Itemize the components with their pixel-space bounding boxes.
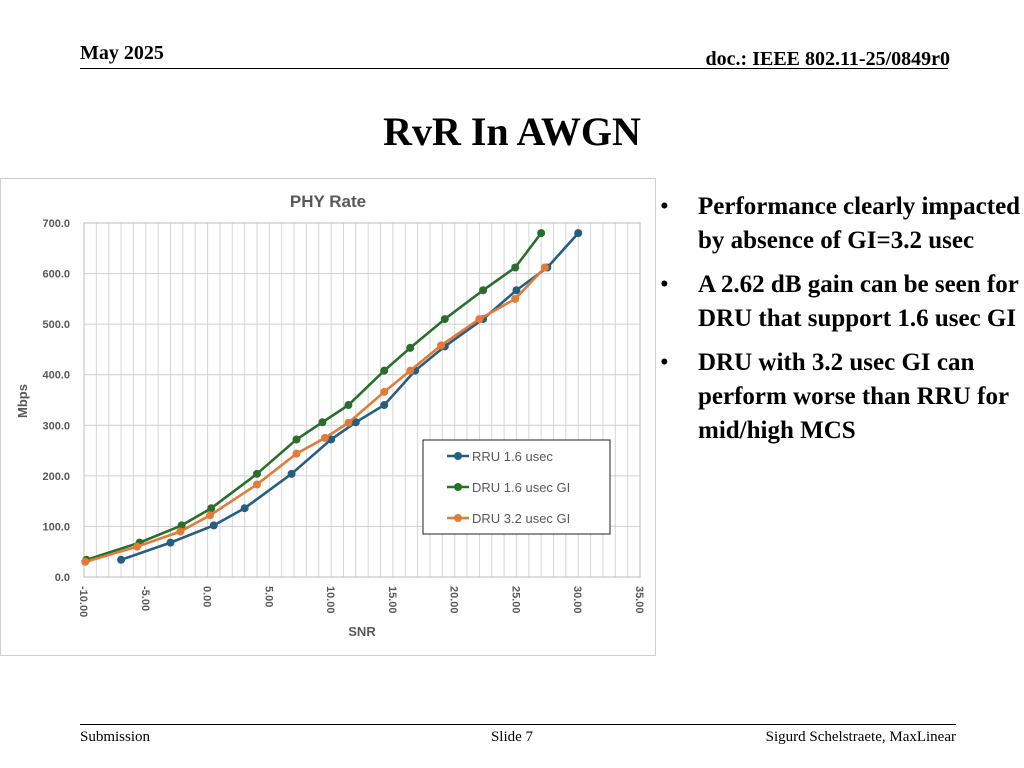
x-axis-label: SNR <box>348 624 376 639</box>
chart-svg: PHY Rate 0.0 100.0 200.0 300.0 400.0 500.0 600… <box>0 178 656 656</box>
y-tick-label: 400.0 <box>42 370 70 382</box>
series-line <box>86 232 543 562</box>
chart-tick-labels: 0.0 100.0 200.0 300.0 400.0 500.0 600.0 700.0 -1… <box>42 218 645 617</box>
y-tick-label: 200.0 <box>42 471 70 483</box>
bullet-text: Performance clearly impacted by absence … <box>698 193 1021 254</box>
data-point <box>380 387 389 396</box>
x-tick-label: 5.00 <box>262 586 274 607</box>
series-group <box>82 229 546 564</box>
footer-submission: Submission <box>80 729 151 745</box>
data-point <box>292 449 301 458</box>
data-point <box>380 401 389 410</box>
x-tick-label: 15.00 <box>386 586 398 614</box>
bullet-text: DRU with 3.2 usec GI can perform worse t… <box>698 349 1009 444</box>
series-line <box>84 266 546 564</box>
legend-swatch-marker <box>454 452 462 460</box>
data-point <box>166 538 175 547</box>
data-point <box>252 469 261 478</box>
chart-title: PHY Rate <box>290 192 366 211</box>
data-point <box>380 366 389 375</box>
header-rule <box>80 68 948 69</box>
bullet-item: • DRU with 3.2 usec GI can perform worse … <box>660 346 1024 448</box>
data-point <box>292 435 301 444</box>
data-point <box>207 504 216 513</box>
data-point <box>479 286 488 295</box>
y-tick-label: 500.0 <box>42 319 70 331</box>
x-tick-label: 20.00 <box>448 586 460 614</box>
bullet-marker: • <box>660 349 669 376</box>
x-tick-label: -10.00 <box>77 586 89 617</box>
data-point <box>177 521 186 530</box>
data-point <box>475 315 484 324</box>
data-point <box>81 557 90 566</box>
data-point <box>327 435 336 444</box>
plot-area-border <box>83 222 641 578</box>
legend-label: RRU 1.6 usec <box>472 449 553 464</box>
x-tick-label: 25.00 <box>509 586 521 614</box>
x-tick-label: 30.00 <box>571 586 583 614</box>
x-tick-label: 0.00 <box>201 586 213 607</box>
data-point <box>206 511 215 520</box>
y-tick-label: 600.0 <box>42 269 70 281</box>
data-point <box>511 294 520 303</box>
legend-swatch-marker <box>454 514 462 522</box>
series-line <box>120 232 580 562</box>
data-point <box>320 433 329 442</box>
legend-swatch-marker <box>454 483 462 491</box>
phy-rate-chart: PHY Rate 0.0 100.0 200.0 300.0 400.0 500.0 600… <box>0 178 656 656</box>
data-point <box>209 521 218 530</box>
header-date: May 2025 <box>80 42 164 64</box>
data-point <box>574 229 583 238</box>
x-tick-label: 10.00 <box>324 586 336 614</box>
data-point <box>440 315 449 324</box>
y-tick-label: 300.0 <box>42 420 70 432</box>
x-tick-label: 35.00 <box>633 586 645 614</box>
legend-label: DRU 1.6 usec GI <box>472 480 570 495</box>
bullet-item: • A 2.62 dB gain can be seen for DRU that… <box>660 268 1024 336</box>
y-tick-label: 700.0 <box>42 218 70 230</box>
data-point <box>437 341 446 350</box>
data-point <box>351 418 360 427</box>
slide-title: RvR In AWGN <box>383 109 641 154</box>
data-point <box>511 263 520 272</box>
data-point <box>117 555 126 564</box>
footer-author: Sigurd Schelstraete, MaxLinear <box>765 729 956 745</box>
footer-rule <box>80 724 956 725</box>
y-tick-label: 100.0 <box>42 521 70 533</box>
bullet-item: • Performance clearly impacted by absence… <box>660 190 1024 258</box>
legend-label: DRU 3.2 usec GI <box>472 511 570 526</box>
data-point <box>176 527 185 536</box>
data-point <box>344 401 353 410</box>
data-point <box>406 366 415 375</box>
chart-series <box>81 229 583 566</box>
data-point <box>406 343 415 352</box>
header-doc-id: doc.: IEEE 802.11-25/0849r0 <box>705 48 950 70</box>
series-group <box>81 263 549 566</box>
data-point <box>344 418 353 427</box>
y-axis-label: Mbps <box>15 384 30 418</box>
data-point <box>252 480 261 489</box>
bullet-marker: • <box>660 193 669 220</box>
chart-legend: RRU 1.6 usec DRU 1.6 usec GI DRU 3.2 usec … <box>422 439 611 535</box>
data-point <box>318 418 327 427</box>
chart-frame <box>0 178 656 656</box>
bullet-text: A 2.62 dB gain can be seen for DRU that … <box>698 271 1019 332</box>
bullet-list: • Performance clearly impacted by absence… <box>660 190 1024 458</box>
data-point <box>240 504 249 513</box>
footer-slide-number: Slide 7 <box>490 729 534 745</box>
data-point <box>540 263 549 272</box>
data-point <box>537 229 546 238</box>
y-tick-label: 0.0 <box>55 572 70 584</box>
data-point <box>512 286 521 295</box>
x-tick-label: -5.00 <box>139 586 151 611</box>
data-point <box>133 542 142 551</box>
data-point <box>287 469 296 478</box>
bullet-marker: • <box>660 271 669 298</box>
